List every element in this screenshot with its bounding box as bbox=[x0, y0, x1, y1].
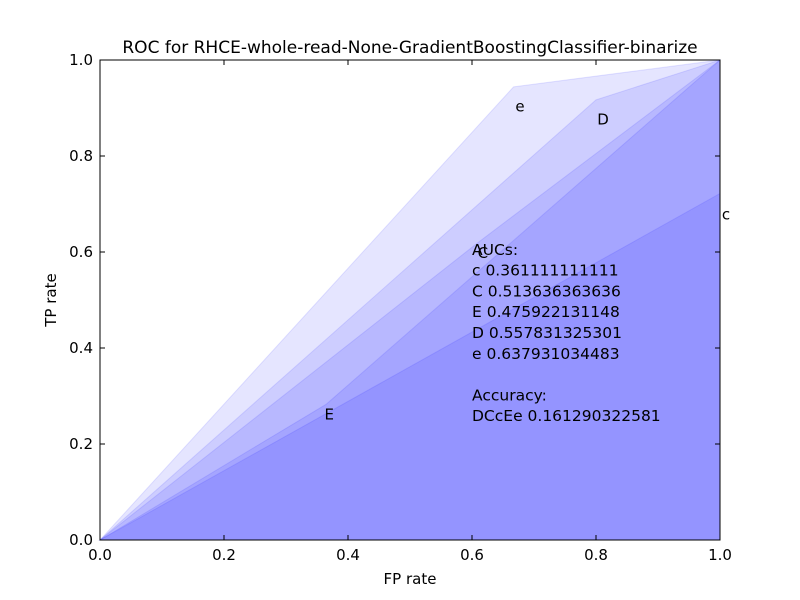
curve-label-2: C bbox=[478, 244, 488, 262]
annotation-line-7: Accuracy: bbox=[472, 386, 547, 404]
y-tick-label-2: 0.4 bbox=[69, 339, 93, 357]
x-tick-label-3: 0.6 bbox=[460, 546, 484, 564]
annotation-line-0: AUCs: bbox=[472, 241, 518, 259]
curve-label-1: D bbox=[597, 111, 609, 129]
annotation-line-5: e 0.637931034483 bbox=[472, 345, 620, 363]
y-tick-label-1: 0.2 bbox=[69, 435, 93, 453]
x-tick-label-5: 1.0 bbox=[708, 546, 732, 564]
x-axis-label: FP rate bbox=[384, 570, 437, 588]
x-axis-ticks: 0.0 0.2 0.4 0.6 0.8 1.0 bbox=[88, 60, 732, 564]
curve-label-3: E bbox=[324, 405, 333, 423]
y-tick-label-0: 0.0 bbox=[69, 531, 93, 549]
annotation-line-4: D 0.557831325301 bbox=[472, 324, 622, 342]
x-tick-label-4: 0.8 bbox=[584, 546, 608, 564]
plot-frame bbox=[99, 59, 721, 541]
annotation-line-1: c 0.361111111111 bbox=[472, 262, 619, 280]
annotation-line-8: DCcEe 0.161290322581 bbox=[472, 407, 661, 425]
chart-title: ROC for RHCE-whole-read-None-GradientBoo… bbox=[122, 38, 697, 58]
curve-labels: e D C Ec bbox=[324, 98, 730, 424]
y-tick-label-3: 0.6 bbox=[69, 243, 93, 261]
curve-label-0: e bbox=[515, 98, 524, 116]
y-tick-label-4: 0.8 bbox=[69, 147, 93, 165]
y-tick-label-5: 1.0 bbox=[69, 51, 93, 69]
roc-areas bbox=[98, 58, 721, 541]
annotation-line-3: E 0.475922131148 bbox=[472, 303, 620, 321]
annotation-line-2: C 0.513636363636 bbox=[472, 282, 621, 300]
x-tick-label-0: 0.0 bbox=[88, 546, 112, 564]
curve-label-4: c bbox=[722, 206, 730, 224]
x-tick-label-1: 0.2 bbox=[212, 546, 236, 564]
x-tick-label-2: 0.4 bbox=[336, 546, 360, 564]
y-axis-label: TP rate bbox=[42, 273, 60, 327]
y-axis-ticks: 0.0 0.2 0.4 0.6 0.8 1.0 bbox=[69, 51, 720, 549]
auc-annotation: AUCs: c 0.361111111111 C 0.513636363636 E 0… bbox=[472, 241, 661, 425]
